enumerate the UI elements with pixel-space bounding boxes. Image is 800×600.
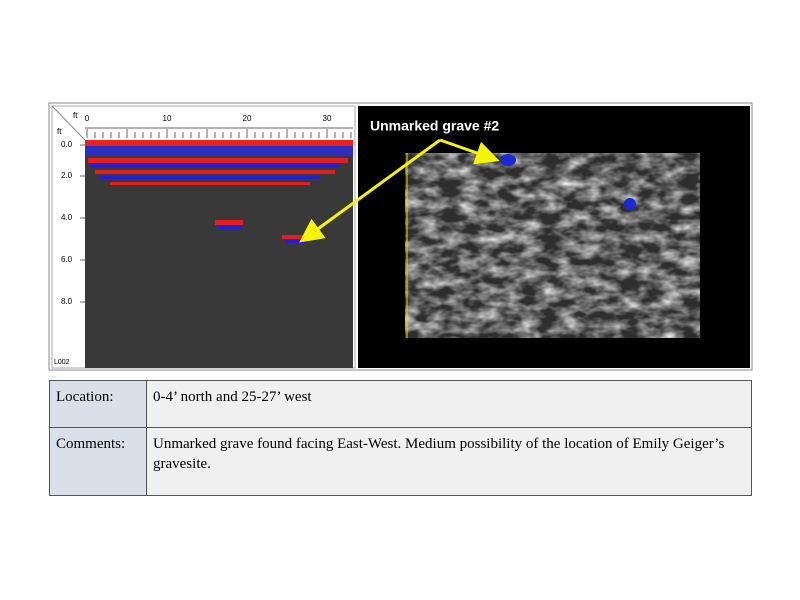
info-table: Location: 0-4’ north and 25-27’ west Com… (49, 380, 752, 496)
surface-band (85, 140, 353, 146)
cell-label: Comments: (49, 427, 147, 496)
cell-value: Unmarked grave found facing East-West. M… (146, 427, 752, 496)
depth-tick-label: 4.0 (61, 213, 73, 222)
annotation: Unmarked grave #2 (370, 118, 499, 134)
row: Comments: Unmarked grave found facing Ea… (49, 427, 752, 496)
depth-tick-label: 8.0 (61, 297, 73, 306)
red-reflections (88, 158, 348, 239)
corner-line (51, 105, 86, 141)
radargram-texture (85, 140, 353, 368)
cell-value: 0-4’ north and 25-27’ west (146, 380, 752, 428)
depth-slice-texture (405, 153, 700, 338)
x-tick-label: 10 (163, 114, 172, 123)
figure: ft ft 0 10 20 30 0.0 2.0 4.0 6.0 8.0 L002 Unmar… (48, 102, 753, 371)
x-tick-label: 30 (323, 114, 332, 123)
x-unit: ft (73, 111, 78, 120)
arrow (439, 138, 500, 165)
line-id: L002 (54, 359, 70, 366)
anomaly (624, 198, 636, 210)
anomaly (500, 154, 516, 166)
cell-label: Location: (49, 380, 147, 428)
depth-axis: 0.0 2.0 4.0 6.0 8.0 (61, 140, 85, 306)
blue-reflections (90, 164, 340, 243)
x-tick-label: 20 (243, 114, 252, 123)
ruler-ticks: 0 10 20 30 (85, 114, 352, 138)
arrow (299, 138, 441, 243)
row: Location: 0-4’ north and 25-27’ west (49, 380, 752, 428)
x-tick-label: 0 (85, 114, 90, 123)
depth-tick-label: 2.0 (61, 171, 73, 180)
depth-tick-label: 6.0 (61, 255, 73, 264)
y-unit: ft (57, 127, 62, 136)
depth-tick-label: 0.0 (61, 140, 73, 149)
